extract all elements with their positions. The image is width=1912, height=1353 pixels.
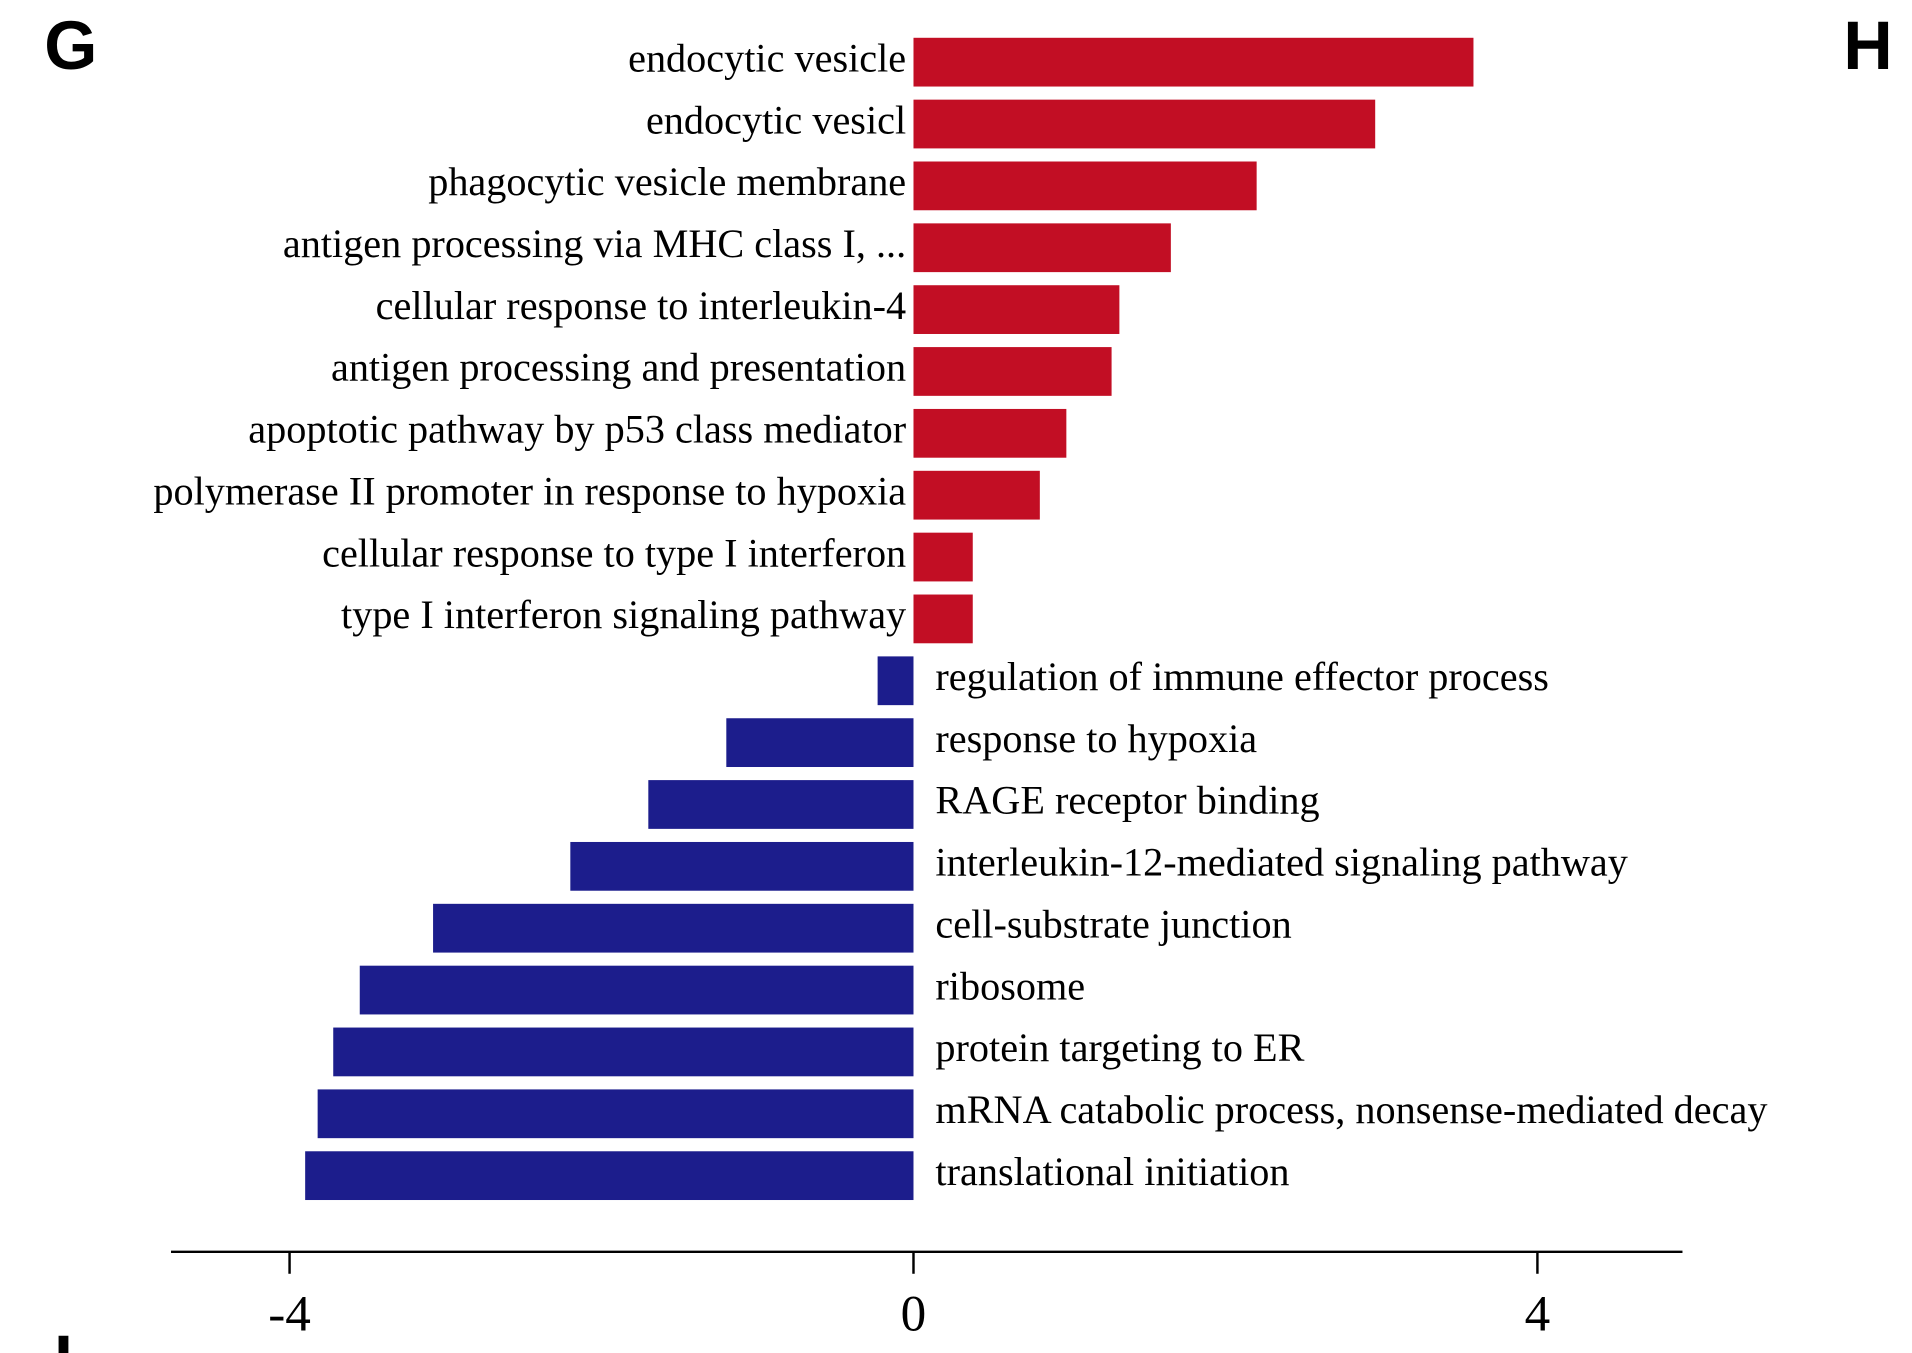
category-label: cell-substrate junction xyxy=(935,901,1291,946)
bar xyxy=(359,965,914,1015)
bar xyxy=(913,161,1257,211)
bar xyxy=(433,903,914,953)
category-label: endocytic vesicl xyxy=(646,97,906,142)
panel-letter: H xyxy=(1843,8,1892,84)
bar xyxy=(877,656,914,706)
bar xyxy=(913,347,1112,396)
category-label: ribosome xyxy=(935,963,1085,1008)
category-label: apoptotic pathway by p53 class mediator xyxy=(248,407,906,452)
bar xyxy=(913,285,1120,334)
bar xyxy=(913,408,1067,458)
category-label: antigen processing via MHC class I, ... xyxy=(283,221,906,266)
panel-letter: I xyxy=(54,1322,73,1353)
x-tick-label: -4 xyxy=(268,1286,311,1343)
category-label: response to hypoxia xyxy=(935,716,1257,761)
bar xyxy=(570,841,914,891)
x-tick-label: 0 xyxy=(901,1286,927,1343)
bar xyxy=(648,780,914,829)
bar xyxy=(913,532,973,582)
category-label: protein targeting to ER xyxy=(935,1025,1304,1070)
bar xyxy=(913,223,1171,273)
category-label: translational initiation xyxy=(935,1149,1289,1194)
bar xyxy=(913,37,1474,87)
category-label: phagocytic vesicle membrane xyxy=(428,159,906,204)
category-label: antigen processing and presentation xyxy=(331,345,906,390)
category-label: mRNA catabolic process, nonsense-mediate… xyxy=(935,1087,1767,1132)
category-label: interleukin-12-mediated signaling pathwa… xyxy=(935,840,1627,885)
panel-letter: G xyxy=(44,8,97,84)
category-label: RAGE receptor binding xyxy=(935,778,1319,823)
category-label: cellular response to type I interferon xyxy=(322,530,906,575)
category-label: cellular response to interleukin-4 xyxy=(376,283,906,328)
x-tick-label: 4 xyxy=(1525,1286,1551,1343)
category-label: regulation of immune effector process xyxy=(935,654,1549,699)
bar xyxy=(913,594,973,644)
bar xyxy=(913,470,1040,520)
bar xyxy=(726,718,914,768)
category-label: endocytic vesicle xyxy=(628,35,906,80)
bar xyxy=(913,99,1376,149)
bar xyxy=(305,1151,914,1201)
category-label: polymerase II promoter in response to hy… xyxy=(153,468,906,513)
category-label: type I interferon signaling pathway xyxy=(341,592,906,637)
bar xyxy=(333,1027,914,1077)
bar xyxy=(317,1089,914,1139)
